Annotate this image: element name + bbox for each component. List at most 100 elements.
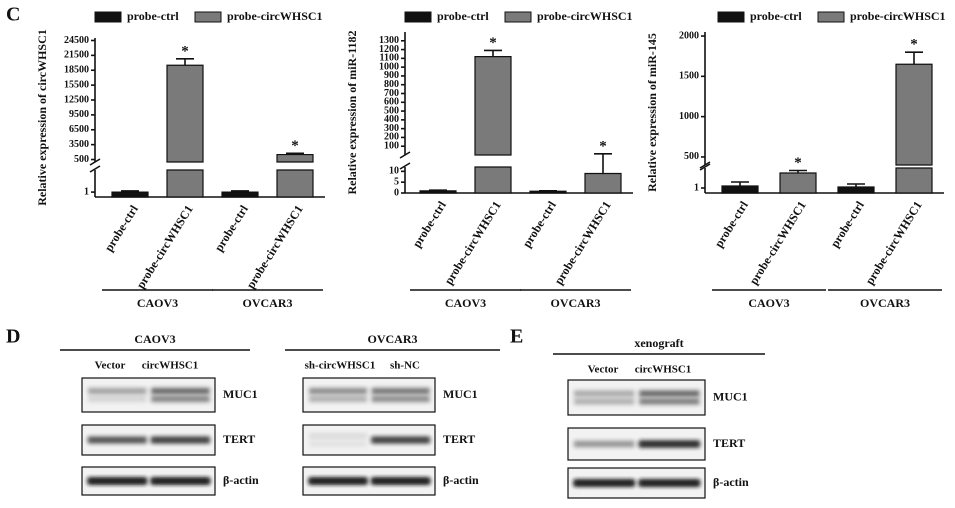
y-tick-label: 2000 bbox=[679, 30, 699, 41]
blot-band bbox=[151, 388, 210, 394]
significance: * bbox=[181, 43, 189, 59]
error-bar bbox=[286, 152, 304, 155]
bar bbox=[584, 172, 622, 194]
bar bbox=[721, 185, 759, 194]
y-tick-label: 1 bbox=[694, 182, 699, 193]
row-label: MUC1 bbox=[223, 387, 258, 401]
blot-frame bbox=[81, 377, 216, 413]
error-bar bbox=[905, 51, 923, 65]
significance: * bbox=[291, 138, 299, 154]
x-tick-label: probe-ctrl bbox=[102, 202, 142, 254]
x-tick-label: probe-ctrl bbox=[712, 198, 752, 250]
blot-band bbox=[309, 433, 368, 439]
y-tick-label: 500 bbox=[74, 154, 89, 165]
y-tick-label: 0 bbox=[394, 187, 399, 198]
error-bar bbox=[731, 181, 749, 186]
error-bar bbox=[594, 153, 612, 174]
blot-band bbox=[574, 398, 635, 405]
row-label: β-actin bbox=[713, 475, 749, 489]
y-tick-label: 1100 bbox=[380, 53, 399, 64]
panel-label: D bbox=[6, 326, 20, 348]
blot-band bbox=[151, 478, 210, 484]
legend-label: probe-ctrl bbox=[127, 9, 179, 23]
y-tick-label: 9500 bbox=[69, 109, 89, 120]
significance: * bbox=[910, 37, 918, 53]
blot-frame bbox=[302, 377, 436, 413]
y-tick-label: 6500 bbox=[69, 124, 89, 135]
legend-label: probe-ctrl bbox=[437, 9, 489, 23]
error-bar bbox=[789, 169, 807, 173]
y-tick-label: 100 bbox=[384, 141, 399, 152]
blot-title: CAOV3 bbox=[134, 332, 175, 346]
blot-band bbox=[371, 396, 430, 402]
bar bbox=[474, 56, 512, 194]
y-tick-label: 18500 bbox=[64, 65, 89, 76]
error-bar bbox=[847, 183, 865, 187]
y-tick-label: 500 bbox=[684, 151, 699, 162]
legend-swatch bbox=[504, 11, 532, 23]
y-axis-label: Relative expression of miR-1182 bbox=[345, 30, 359, 194]
lane-label: circWHSC1 bbox=[635, 364, 692, 376]
y-axis-label: Relative expression of circWHSC1 bbox=[35, 29, 49, 206]
legend-label: probe-circWHSC1 bbox=[850, 9, 946, 23]
bar bbox=[837, 186, 875, 194]
blot-band bbox=[371, 478, 430, 484]
y-tick-label: 3500 bbox=[69, 139, 89, 150]
y-tick-label: 900 bbox=[384, 70, 399, 81]
row-label: β-actin bbox=[223, 473, 259, 487]
axis-break bbox=[699, 161, 711, 171]
legend-swatch bbox=[94, 11, 122, 23]
blot-band bbox=[151, 437, 210, 443]
y-tick-label: 200 bbox=[384, 132, 399, 143]
legend-swatch bbox=[717, 11, 745, 23]
blot-frame bbox=[567, 379, 706, 416]
legend-swatch bbox=[404, 11, 432, 23]
x-tick-label: probe-ctrl bbox=[828, 198, 868, 250]
legend-label: probe-ctrl bbox=[750, 9, 802, 23]
x-tick-label: probe-ctrl bbox=[212, 202, 252, 254]
significance: * bbox=[794, 155, 802, 171]
blot-band bbox=[371, 388, 430, 394]
x-tick-label: probe-ctrl bbox=[520, 198, 560, 250]
group-label: CAOV3 bbox=[445, 296, 486, 310]
lane-label: circWHSC1 bbox=[142, 360, 199, 372]
group-label: CAOV3 bbox=[137, 296, 178, 310]
y-tick-label: 300 bbox=[384, 123, 399, 134]
y-tick-label: 12500 bbox=[64, 94, 89, 105]
y-tick-label: 800 bbox=[384, 79, 399, 90]
x-tick-label: probe-circWHSC1 bbox=[862, 199, 925, 287]
significance: * bbox=[599, 138, 607, 154]
x-tick-label: probe-circWHSC1 bbox=[133, 203, 196, 291]
axis-break bbox=[399, 151, 411, 170]
blot-band bbox=[371, 437, 430, 443]
lane-label: sh-circWHSC1 bbox=[305, 360, 376, 372]
x-tick-label: probe-ctrl bbox=[410, 198, 450, 250]
y-tick-label: 1500 bbox=[679, 71, 699, 82]
blot-band bbox=[309, 396, 368, 402]
blot-title: xenograft bbox=[634, 336, 683, 350]
blot-band bbox=[309, 478, 368, 484]
blot-title: OVCAR3 bbox=[368, 332, 418, 346]
row-label: TERT bbox=[223, 432, 255, 446]
error-bar bbox=[484, 49, 502, 57]
blot-band bbox=[639, 398, 700, 405]
row-label: TERT bbox=[713, 436, 745, 450]
blot-band bbox=[309, 388, 368, 394]
bar bbox=[276, 153, 314, 198]
legend-swatch bbox=[817, 11, 845, 23]
x-tick-label: probe-circWHSC1 bbox=[551, 199, 614, 287]
y-tick-label: 1 bbox=[84, 186, 89, 197]
significance: * bbox=[489, 35, 497, 51]
legend-swatch bbox=[194, 11, 222, 23]
blot-band bbox=[88, 396, 147, 402]
y-tick-label: 1000 bbox=[679, 111, 699, 122]
y-tick-label: 600 bbox=[384, 97, 399, 108]
y-tick-label: 500 bbox=[384, 105, 399, 116]
bar bbox=[779, 172, 817, 194]
axis-break bbox=[89, 158, 101, 173]
blot-band bbox=[88, 437, 147, 443]
blot-band bbox=[639, 441, 700, 447]
lane-label: Vector bbox=[588, 364, 619, 376]
